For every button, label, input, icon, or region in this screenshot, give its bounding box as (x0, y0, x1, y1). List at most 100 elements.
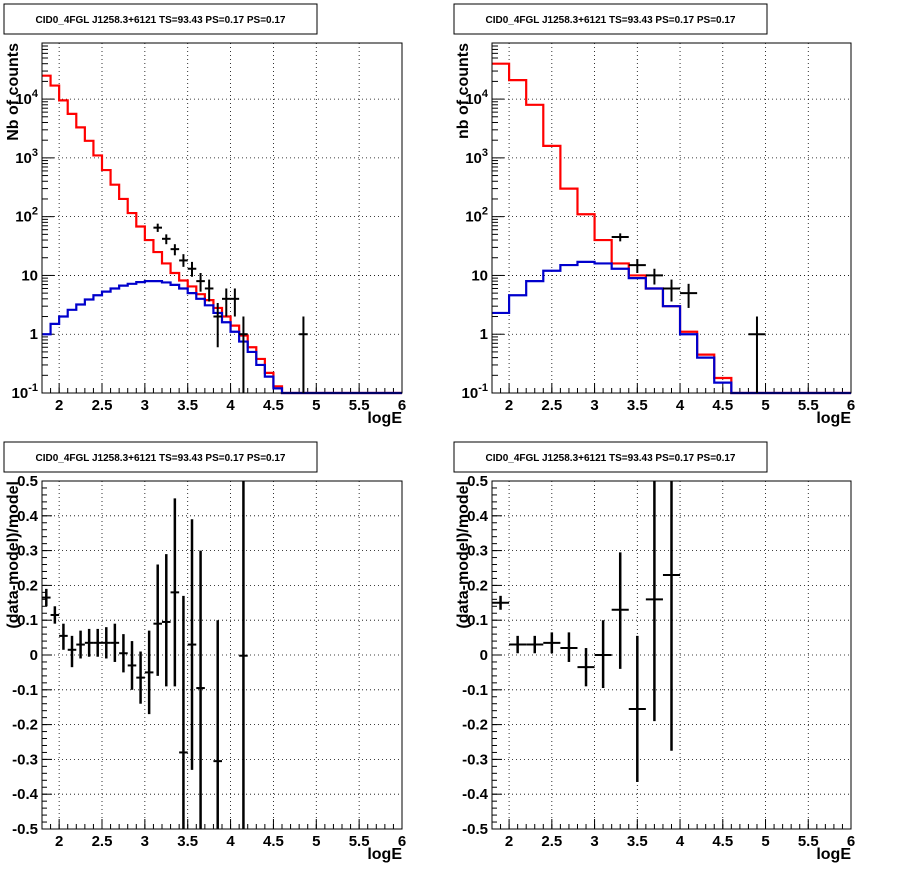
x-tick-label: 3 (141, 833, 149, 850)
y-tick-label: -0.4 (462, 786, 489, 803)
residual-point (144, 630, 154, 715)
x-tick-label: 4 (676, 397, 685, 414)
data-point (611, 233, 629, 242)
y-axis-label: Nb of counts (5, 43, 22, 141)
y-tick-label: -0.1 (462, 682, 488, 699)
x-tick-label: 3 (590, 833, 598, 850)
x-tick-label: 5 (761, 833, 769, 850)
y-tick-label: 0.4 (17, 508, 39, 525)
data-point (162, 234, 171, 245)
residual-point (239, 481, 248, 829)
residual-point (577, 648, 595, 687)
chart-panel-4: CID0_4FGL J1258.3+6121 TS=93.43 PS=0.17 … (453, 441, 855, 863)
y-tick-label: -0.2 (462, 717, 488, 734)
y-tick-exp: 2 (482, 206, 488, 218)
data-point (662, 279, 681, 302)
x-tick-label: 4.5 (263, 397, 284, 414)
data-point (204, 279, 214, 302)
plot-frame (41, 42, 403, 394)
data-point (748, 316, 766, 393)
y-tick-base: 10 (465, 150, 482, 167)
x-tick-label: 6 (398, 833, 406, 850)
x-tick-label: 5.5 (798, 397, 819, 414)
y-tick-label: 104 (465, 88, 489, 108)
x-tick-label: 5 (312, 397, 320, 414)
data-point (196, 273, 205, 292)
y-tick-exp: -1 (28, 382, 38, 394)
y-tick-label: 1 (480, 326, 488, 343)
data-point (222, 288, 231, 317)
y-tick-label: -0.5 (462, 821, 488, 838)
x-tick-label: 5.5 (349, 833, 370, 850)
x-tick-label: 3.5 (627, 397, 648, 414)
x-tick-label: 5.5 (798, 833, 819, 850)
y-tick-label: 0.3 (467, 543, 488, 560)
residual-point (59, 623, 68, 650)
y-axis-label: (data-model)/model (5, 481, 22, 629)
y-tick-label: 0 (30, 647, 38, 664)
title-box (453, 441, 768, 473)
residual-point (560, 632, 578, 662)
y-tick-label: 103 (15, 147, 38, 167)
data-point (153, 223, 162, 232)
x-tick-label: 3 (141, 397, 149, 414)
data-point (170, 244, 180, 256)
grid (42, 480, 403, 830)
y-tick-exp: 4 (482, 88, 489, 100)
y-tick-base: 10 (15, 150, 32, 167)
x-tick-label: 3 (590, 397, 598, 414)
residual-point (645, 481, 663, 722)
data-point (187, 261, 197, 277)
title-box (3, 3, 318, 35)
residual-point (127, 641, 137, 690)
residual-point (543, 632, 561, 654)
x-tick-label: 4.5 (712, 397, 733, 414)
title-box (453, 3, 768, 35)
y-tick-label: 0.1 (17, 612, 38, 629)
y-tick-label: 104 (15, 88, 39, 108)
y-tick-label: 0.2 (467, 577, 488, 594)
residual-point (102, 627, 111, 659)
data-point (230, 288, 240, 317)
x-tick-label: 4.5 (712, 833, 733, 850)
y-tick-label: 102 (465, 206, 488, 226)
plot-frame (491, 480, 852, 830)
residual-point (119, 634, 128, 673)
x-tick-label: 5 (761, 397, 769, 414)
x-tick-label: 5.5 (349, 397, 370, 414)
x-tick-label: 3.5 (177, 833, 198, 850)
x-tick-label: 2.5 (541, 397, 562, 414)
residual-point (42, 588, 51, 607)
x-axis-label: logE (367, 410, 402, 427)
y-tick-label: 0.5 (17, 473, 38, 490)
y-tick-label: 0.4 (467, 508, 489, 525)
y-tick-base: 10 (12, 385, 29, 402)
x-tick-label: 2 (505, 833, 513, 850)
residual-point (136, 651, 145, 704)
x-tick-label: 3.5 (177, 397, 198, 414)
y-axis-label: nb of counts (455, 43, 472, 139)
residual-point (628, 635, 646, 783)
y-tick-base: 10 (465, 209, 482, 226)
y-tick-base: 10 (15, 91, 32, 108)
y-tick-label: 1 (30, 326, 38, 343)
x-tick-label: 5 (312, 833, 320, 850)
residual-point (179, 595, 188, 829)
y-tick-label: 102 (15, 206, 38, 226)
x-tick-label: 4.5 (263, 833, 284, 850)
x-tick-label: 2 (505, 397, 513, 414)
x-tick-label: 2.5 (92, 397, 113, 414)
y-tick-exp: 3 (482, 147, 488, 159)
y-tick-base: 10 (15, 209, 32, 226)
y-tick-label: -0.1 (12, 682, 38, 699)
x-tick-label: 2.5 (541, 833, 562, 850)
chart-panel-2: CID0_4FGL J1258.3+6121 TS=93.43 PS=0.17 … (453, 3, 855, 427)
data-point (628, 259, 646, 274)
y-tick-label: 0.3 (17, 543, 38, 560)
residual-point (110, 623, 120, 662)
plot-frame (491, 42, 852, 394)
x-tick-label: 6 (847, 397, 855, 414)
residual-point (492, 595, 510, 610)
chart-title: CID0_4FGL J1258.3+6121 TS=93.43 PS=0.17 … (36, 453, 286, 464)
